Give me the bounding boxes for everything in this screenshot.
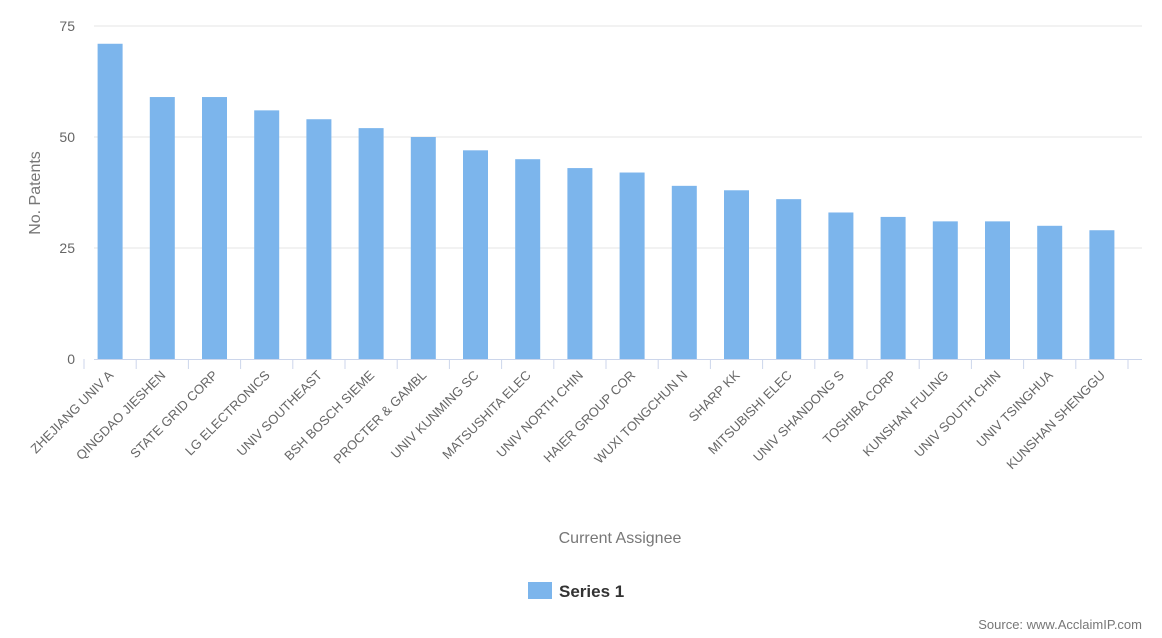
x-tick-label: KUNSHAN FULING xyxy=(860,368,952,460)
x-axis xyxy=(83,359,1142,369)
x-tick-label: UNIV SHANDONG S xyxy=(750,367,847,464)
x-tick-label: QINGDAO JIESHEN xyxy=(73,368,168,463)
source-credit: Source: www.AcclaimIP.com xyxy=(978,617,1142,632)
bar[interactable] xyxy=(671,185,697,359)
bar[interactable] xyxy=(306,119,332,360)
bar[interactable] xyxy=(1089,230,1115,359)
x-tick-label: STATE GRID CORP xyxy=(127,368,221,462)
grid-lines xyxy=(94,25,1142,249)
x-tick-label: SHARP KK xyxy=(686,367,743,424)
bar[interactable] xyxy=(619,172,645,359)
bar[interactable] xyxy=(1037,225,1063,359)
bar[interactable] xyxy=(202,97,227,359)
y-tick-label: 75 xyxy=(59,18,75,34)
y-axis-title: No. Patents xyxy=(27,151,44,235)
bar[interactable] xyxy=(358,128,384,359)
x-tick-label: PROCTER & GAMBL xyxy=(330,368,429,467)
bar[interactable] xyxy=(463,150,488,359)
bar[interactable] xyxy=(254,110,280,359)
bars xyxy=(97,43,1115,360)
bar[interactable] xyxy=(776,199,802,359)
x-tick-label: UNIV KUNMING SC xyxy=(388,368,482,462)
y-tick-label: 0 xyxy=(67,351,75,367)
x-tick-label: WUXI TONGCHUN N xyxy=(591,368,690,467)
bar[interactable] xyxy=(149,97,175,359)
x-tick-label: MATSUSHITA ELEC xyxy=(439,368,534,463)
bar[interactable] xyxy=(932,221,958,359)
x-tick-label: UNIV NORTH CHIN xyxy=(493,368,586,461)
bar[interactable] xyxy=(828,212,854,359)
legend[interactable]: Series 1 xyxy=(528,582,624,601)
y-tick-label: 50 xyxy=(59,129,75,145)
x-axis-title: Current Assignee xyxy=(559,530,682,547)
bar[interactable] xyxy=(985,221,1010,359)
legend-swatch xyxy=(528,582,552,599)
y-axis-ticks: 0 25 50 75 xyxy=(59,18,75,367)
bar[interactable] xyxy=(97,43,123,359)
x-tick-label: BSH BOSCH SIEME xyxy=(281,367,377,463)
bar[interactable] xyxy=(880,216,906,359)
bar[interactable] xyxy=(515,159,541,359)
x-tick-label: UNIV SOUTH CHIN xyxy=(911,368,1003,460)
x-tick-label: KUNSHAN SHENGGU xyxy=(1003,368,1108,473)
bar[interactable] xyxy=(567,168,593,359)
bar[interactable] xyxy=(724,190,749,359)
bar[interactable] xyxy=(410,137,436,359)
legend-label[interactable]: Series 1 xyxy=(559,582,624,601)
y-tick-label: 25 xyxy=(59,240,75,256)
x-tick-label: HAIER GROUP COR xyxy=(540,368,638,466)
